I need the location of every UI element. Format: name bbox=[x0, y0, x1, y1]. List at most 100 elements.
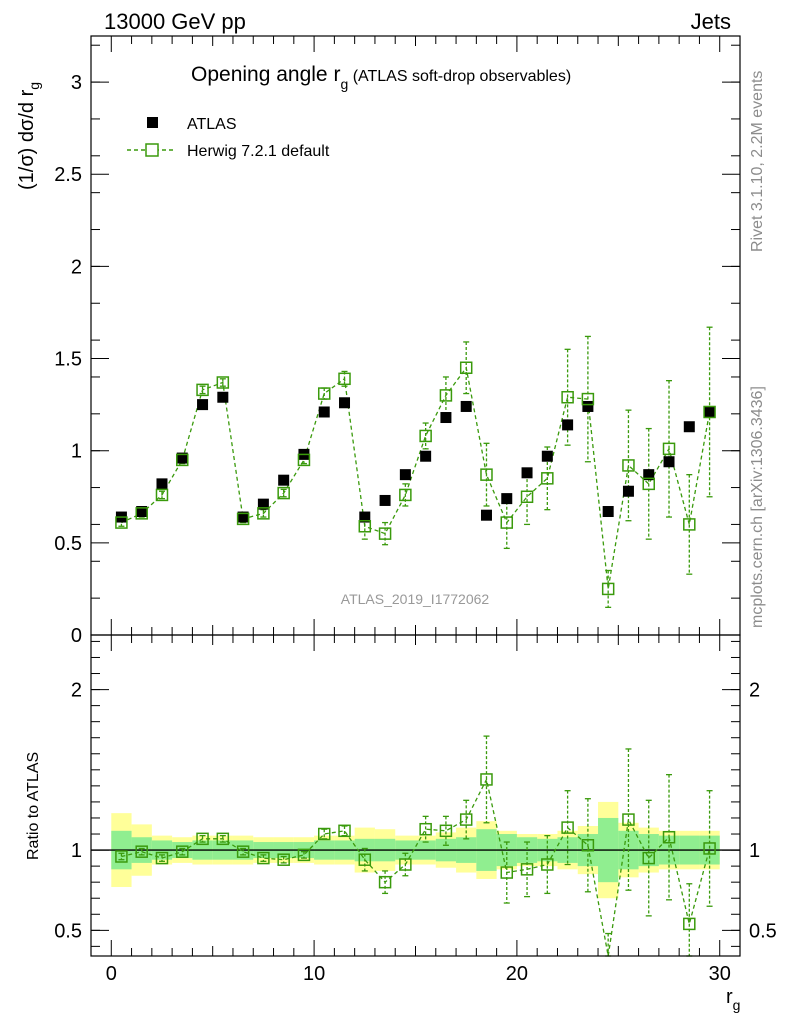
herwig-point bbox=[561, 390, 574, 404]
atlas-point bbox=[602, 506, 614, 518]
ratio-y-tick-label-left: 2 bbox=[71, 680, 82, 702]
herwig-point bbox=[500, 516, 514, 529]
herwig-point bbox=[277, 486, 290, 500]
ratio-herwig-point bbox=[419, 822, 432, 836]
atlas-point bbox=[460, 400, 472, 412]
x-tick-label: 0 bbox=[106, 963, 117, 985]
atlas-point bbox=[257, 498, 269, 510]
atlas-point bbox=[217, 391, 229, 403]
ratio-herwig-point bbox=[703, 842, 716, 855]
ratio-herwig-point bbox=[277, 853, 290, 866]
y-tick-label: 1.5 bbox=[54, 349, 82, 371]
y-tick-label: 0.5 bbox=[54, 533, 82, 555]
herwig-point bbox=[196, 383, 209, 397]
herwig-point bbox=[459, 361, 473, 375]
y-axis-label-main: (1/σ) dσ/d r bbox=[16, 89, 38, 190]
herwig-point bbox=[338, 372, 351, 386]
atlas-point bbox=[521, 467, 533, 479]
legend-atlas-marker bbox=[147, 117, 158, 128]
ratio-herwig-point bbox=[662, 830, 676, 844]
ratio-herwig-point bbox=[480, 773, 493, 786]
x-axis-label: rg bbox=[726, 986, 740, 1013]
plot-title-subscript: g bbox=[340, 76, 348, 92]
x-tick-label: 20 bbox=[506, 963, 528, 985]
herwig-point bbox=[703, 405, 716, 419]
ratio-herwig-point bbox=[115, 850, 128, 863]
ratio-herwig-point bbox=[135, 845, 148, 858]
atlas-point bbox=[359, 511, 371, 523]
atlas-point bbox=[480, 509, 492, 521]
herwig-point bbox=[601, 582, 615, 596]
header-left: 13000 GeV pp bbox=[104, 9, 246, 34]
atlas-point bbox=[420, 450, 432, 462]
ratio-y-axis-label: Ratio to ATLAS bbox=[25, 752, 42, 860]
herwig-point bbox=[520, 490, 534, 504]
ratio-herwig-point bbox=[196, 832, 209, 846]
atlas-point bbox=[704, 406, 716, 418]
ratio-herwig-point bbox=[216, 832, 230, 846]
herwig-point bbox=[236, 512, 250, 526]
ratio-herwig-point bbox=[317, 827, 331, 841]
herwig-point bbox=[358, 520, 372, 533]
main-plot-content bbox=[115, 326, 716, 609]
x-axis-label-main: r bbox=[726, 986, 733, 1008]
herwig-point bbox=[439, 389, 453, 402]
x-tick-label: 10 bbox=[303, 963, 325, 985]
y-tick-label: 0 bbox=[71, 625, 82, 647]
plot-title-main: Opening angle r bbox=[191, 63, 340, 86]
y-tick-label: 2 bbox=[71, 256, 82, 278]
ratio-herwig-point bbox=[155, 851, 169, 865]
legend: ATLAS Herwig 7.2.1 default bbox=[127, 116, 330, 160]
ratio-y-tick-label-left: 1 bbox=[71, 840, 82, 862]
ratio-herwig-point bbox=[176, 845, 189, 858]
herwig-point bbox=[155, 488, 169, 502]
rivet-version-text: Rivet 3.1.10, 2.2M events bbox=[749, 71, 766, 252]
ratio-herwig-point bbox=[642, 851, 655, 865]
herwig-point bbox=[419, 429, 432, 443]
atlas-point bbox=[197, 399, 209, 411]
atlas-point bbox=[440, 412, 452, 424]
ratio-plot-content bbox=[91, 735, 740, 957]
atlas-point bbox=[683, 421, 695, 433]
ratio-herwig-point bbox=[257, 851, 270, 865]
ratio-herwig-point bbox=[358, 853, 372, 866]
atlas-point bbox=[136, 506, 148, 518]
header-right: Jets bbox=[691, 9, 731, 34]
atlas-point bbox=[501, 493, 513, 505]
herwig-point bbox=[622, 459, 635, 472]
ratio-plot-ticks: 0.5 0.51 12 20 10 20 30 bbox=[54, 635, 777, 985]
atlas-point bbox=[318, 406, 330, 418]
herwig-point bbox=[662, 442, 676, 456]
atlas-point bbox=[399, 469, 411, 481]
ratio-herwig-point bbox=[399, 858, 412, 871]
ratio-y-tick-label-right: 2 bbox=[749, 680, 760, 702]
y-axis-label: (1/σ) dσ/d rg bbox=[16, 82, 42, 190]
herwig-point bbox=[399, 488, 412, 502]
plot-title-suffix: (ATLAS soft-drop observables) bbox=[348, 68, 571, 85]
main-plot-panel: 00.511.522.53 Opening angle rg (ATLAS so… bbox=[16, 35, 741, 647]
herwig-point bbox=[115, 516, 128, 529]
atlas-point bbox=[156, 478, 168, 490]
x-axis-label-subscript: g bbox=[733, 997, 741, 1013]
atlas-point bbox=[622, 485, 634, 497]
herwig-point bbox=[541, 472, 554, 485]
ratio-herwig-point bbox=[622, 813, 635, 826]
atlas-point bbox=[237, 511, 249, 523]
ratio-y-tick-label-right: 0.5 bbox=[749, 920, 777, 942]
y-axis-label-subscript: g bbox=[26, 82, 42, 90]
herwig-point bbox=[135, 507, 148, 520]
ratio-herwig-line bbox=[121, 777, 711, 957]
plot-title: Opening angle rg (ATLAS soft-drop observ… bbox=[191, 63, 571, 92]
ratio-herwig-point bbox=[439, 824, 453, 838]
atlas-point bbox=[643, 469, 655, 481]
legend-atlas-label: ATLAS bbox=[187, 116, 237, 133]
ratio-herwig-point bbox=[378, 875, 392, 889]
herwig-point bbox=[581, 392, 595, 406]
ratio-plot-panel: 0.5 0.51 12 20 10 20 30 Ratio to ATLAS rg bbox=[25, 634, 777, 1013]
ratio-herwig-point bbox=[297, 848, 311, 862]
ratio-y-tick-label-right: 1 bbox=[749, 840, 760, 862]
atlas-point bbox=[176, 452, 188, 464]
atlas-point bbox=[278, 474, 290, 486]
y-tick-label: 1 bbox=[71, 441, 82, 463]
